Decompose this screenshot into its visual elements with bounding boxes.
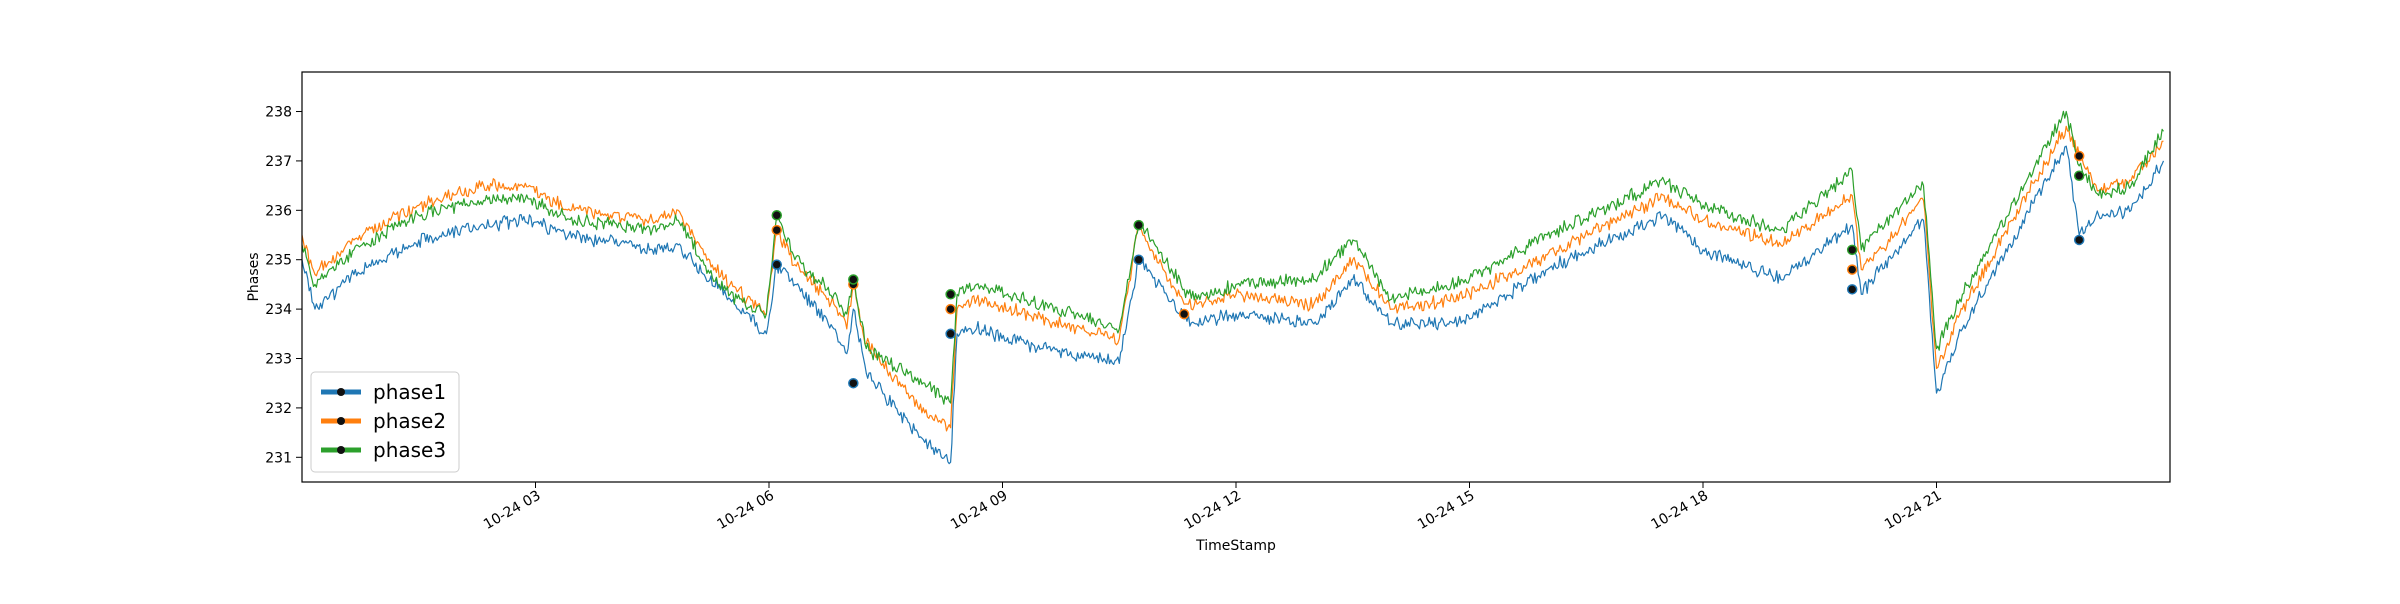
y-tick-label-7: 238 [265,105,292,121]
series-marker-phase1-0 [771,259,783,270]
series-line-phase3 [302,110,2164,405]
series-marker-phase3-3 [1133,219,1144,231]
x-tick-label-1: 10-24 06 [714,488,777,533]
x-tick-label-6: 10-24 21 [1882,488,1945,533]
y-tick-label-6: 237 [265,154,292,170]
series-marker-phase3-5 [2073,170,2085,181]
y-tick-label-4: 235 [265,253,292,269]
series-marker-phase2-5 [2073,150,2085,162]
legend-box [310,371,460,473]
series-marker-phase3-4 [1846,244,1858,256]
legend-marker-phase3 [337,446,345,454]
x-tick-label-3: 10-24 12 [1181,488,1244,533]
y-axis: 231 232 233 234 235 236 237 238 [265,105,302,466]
y-axis-label: Phases [246,252,262,301]
series-marker-phase1-4 [1846,284,1858,295]
x-axis: 10-24 03 10-24 06 10-24 09 10-24 12 10-24 15… [481,482,1945,533]
series-line-phase1 [302,145,2165,465]
plot-area [302,110,2165,465]
y-tick-label-1: 232 [265,401,292,417]
y-tick-label-2: 233 [265,352,292,368]
legend-marker-phase2 [337,417,345,425]
series-marker-phase2-0 [771,224,783,236]
series-marker-phase3-2 [945,289,956,300]
series-line-phase2 [302,125,2164,432]
y-tick-label-0: 231 [265,450,292,466]
series-marker-phase1-5 [2073,234,2085,246]
series-marker-phase3-0 [771,210,783,221]
series-marker-phase3-1 [848,274,859,285]
x-tick-label-2: 10-24 09 [948,488,1011,533]
series-marker-phase2-3 [1178,308,1190,320]
legend: phase1 phase2 phase3 [310,371,460,473]
x-tick-label-0: 10-24 03 [481,488,544,533]
x-tick-label-5: 10-24 18 [1648,488,1711,533]
series-marker-phase1-2 [945,328,956,340]
series-marker-phase1-3 [1133,254,1144,265]
x-axis-label: TimeStamp [1195,538,1276,554]
legend-label-phase1: phase1 [373,380,446,404]
legend-label-phase3: phase3 [373,438,446,462]
series-marker-phase1-1 [848,377,859,389]
y-tick-label-5: 236 [265,203,292,219]
legend-label-phase2: phase2 [373,409,446,433]
series-marker-phase2-4 [1846,264,1858,275]
x-tick-label-4: 10-24 15 [1415,488,1478,533]
series-marker-phase2-2 [945,303,956,315]
legend-marker-phase1 [337,388,345,396]
plot-frame [301,71,2171,483]
y-tick-label-3: 234 [265,302,292,318]
